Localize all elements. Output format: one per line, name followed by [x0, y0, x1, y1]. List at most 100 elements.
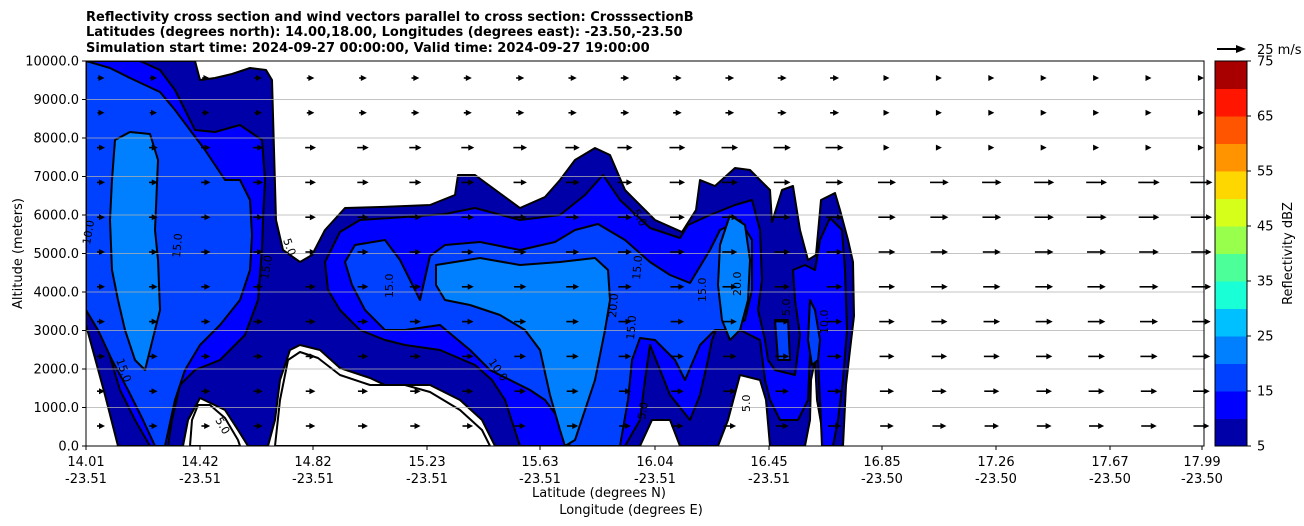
- wind-vector-head: [731, 249, 738, 255]
- wind-vector-head: [1040, 75, 1047, 81]
- wind-vector-head: [151, 249, 158, 255]
- wind-vector-head: [414, 318, 421, 325]
- wind-vector-head: [1197, 144, 1204, 151]
- wind-vector-head: [883, 144, 890, 151]
- wind-vector-head: [1152, 318, 1159, 325]
- wind-vector-head: [623, 109, 630, 116]
- wind-vector-head: [203, 109, 210, 116]
- wind-vector-head: [678, 283, 685, 290]
- contour-label: 5.0: [280, 237, 298, 258]
- wind-vector-head: [151, 423, 158, 429]
- wind-vector-head: [151, 214, 158, 221]
- x-axis-label-longitude: Longitude (degrees E): [559, 503, 703, 518]
- wind-vector-head: [99, 423, 105, 429]
- colorbar-tick-label: 5: [1257, 440, 1265, 455]
- x-tick-label-lon: -23.51: [292, 472, 334, 487]
- colorbar-segment: [1215, 61, 1247, 89]
- x-tick-label-lat: 17.26: [977, 455, 1014, 470]
- wind-vector-head: [994, 283, 1001, 290]
- wind-vector-head: [256, 388, 263, 395]
- contour-fill-20b: [435, 257, 611, 446]
- wind-vector-head: [467, 353, 474, 360]
- wind-vector-head: [883, 109, 890, 116]
- wind-vector-head: [1098, 423, 1105, 429]
- wind-vector-head: [679, 144, 686, 151]
- wind-vector-head: [626, 214, 633, 221]
- x-tick-label-lon: -23.50: [1181, 472, 1223, 487]
- wind-vector-head: [414, 388, 421, 395]
- wind-vector-head: [941, 318, 948, 325]
- colorbar-segment: [1215, 88, 1247, 117]
- wind-vector-head: [935, 109, 942, 116]
- wind-vector-head: [309, 318, 316, 325]
- wind-vector-head: [889, 214, 896, 221]
- wind-vector-head: [728, 75, 735, 81]
- x-tick-label-lat: 15.23: [408, 455, 445, 470]
- wind-vector-head: [151, 318, 158, 325]
- wind-vector-head: [1204, 353, 1211, 360]
- wind-vector-head: [678, 214, 685, 221]
- wind-vector-head: [624, 423, 631, 429]
- colorbar-segment: [1215, 336, 1247, 364]
- wind-vector-head: [782, 423, 789, 429]
- wind-vector-head: [679, 179, 686, 186]
- wind-vector-head: [678, 318, 685, 325]
- wind-vector-head: [204, 283, 211, 290]
- contour-label: 20.0: [731, 272, 744, 297]
- colorbar: 5 15 25 35 45 55 65 75: [1214, 55, 1274, 455]
- y-tick-label: 7000.0: [34, 170, 80, 185]
- wind-vector-head: [1100, 249, 1107, 255]
- wind-vector-head: [677, 423, 684, 429]
- wind-vector-head: [468, 214, 475, 221]
- wind-vector-head: [257, 144, 264, 151]
- no-echo-gap-2: [274, 351, 491, 446]
- x-tick-label-lon: -23.51: [519, 472, 561, 487]
- x-tick-label-lat: 16.04: [636, 455, 673, 470]
- wind-vector-head: [677, 388, 684, 395]
- wind-vector-head: [573, 179, 580, 186]
- wind-vector-head: [784, 179, 791, 186]
- contour-label: 10.0: [80, 219, 97, 245]
- wind-vector-head: [993, 388, 1000, 395]
- x-tick-label-lon: -23.51: [65, 472, 107, 487]
- wind-vector-head: [677, 353, 684, 360]
- wind-vector-head: [835, 353, 842, 360]
- wind-vector-head: [519, 388, 526, 395]
- wind-vector-head: [1151, 353, 1158, 360]
- no-echo-gap-1: [189, 404, 241, 446]
- contour-label: 20.0: [606, 293, 621, 319]
- wind-vector-head: [995, 214, 1002, 221]
- wind-vector-head: [468, 144, 475, 151]
- wind-vector-head: [468, 179, 475, 186]
- wind-vector-head: [1153, 214, 1160, 221]
- wind-vector-head: [256, 318, 263, 325]
- wind-vector-head: [204, 249, 211, 255]
- wind-vector-head: [940, 388, 947, 395]
- x-tick-label-lat: 16.85: [863, 455, 900, 470]
- colorbar-segment: [1215, 226, 1247, 254]
- wind-vector-head: [625, 388, 632, 395]
- colorbar-segment: [1215, 391, 1247, 419]
- y-tick-label: 2000.0: [34, 363, 80, 378]
- wind-vector-head: [520, 214, 527, 221]
- wind-vector-head: [833, 75, 840, 81]
- wind-vector-head: [1100, 214, 1107, 221]
- wind-vector-head: [415, 144, 422, 151]
- x-tick-label-lat: 14.82: [294, 455, 331, 470]
- wind-vector-head: [309, 353, 316, 360]
- wind-vector-head: [675, 109, 682, 116]
- wind-vector-head: [309, 388, 316, 395]
- wind-vector-head: [731, 283, 738, 290]
- colorbar-segment: [1215, 308, 1247, 337]
- wind-vector-head: [888, 353, 895, 360]
- wind-vector-head: [99, 388, 105, 395]
- wind-vector-head: [1045, 423, 1052, 429]
- wind-vector-head: [257, 249, 264, 255]
- contour-fill-15d: [774, 319, 791, 361]
- wind-vector-head: [255, 109, 262, 116]
- wind-vector-head: [1204, 318, 1211, 325]
- colorbar-segment: [1215, 363, 1247, 392]
- wind-vectors: [97, 75, 1213, 429]
- wind-vector-head: [414, 423, 421, 429]
- wind-vector-head: [1150, 423, 1157, 429]
